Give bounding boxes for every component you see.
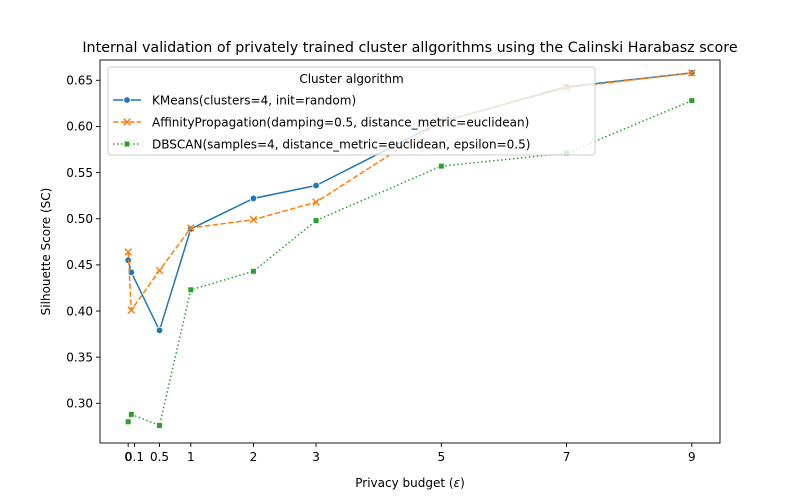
data-point (312, 217, 320, 224)
data-point (155, 266, 164, 275)
y-tick-label: 0.55 (66, 166, 93, 180)
legend-marker (123, 118, 131, 126)
y-tick-label: 0.65 (66, 74, 93, 88)
data-point (249, 215, 258, 224)
data-point (688, 97, 695, 104)
data-point (187, 286, 194, 293)
x-tick-label: 2 (250, 450, 258, 464)
x-tick-label: 0 (124, 450, 132, 464)
x-axis-label-symbol: ε (454, 476, 461, 490)
axes-frame (99, 59, 721, 444)
data-point (124, 248, 133, 256)
y-axis: 0.30 0.35 0.40 0.45 0.50 0.55 0.60 0.65 (66, 74, 100, 411)
x-tick-label: 9 (688, 450, 696, 464)
x-tick-label: 1 (187, 450, 195, 464)
legend: Cluster algorithm KMeans(clusters=4, init… (107, 66, 596, 156)
x-tick-label: 3 (312, 450, 320, 464)
legend-marker (123, 140, 131, 148)
y-axis-label: Silhouette Score (SC) (39, 188, 53, 316)
x-tick-label: 5 (437, 450, 445, 464)
x-tick-label: 7 (563, 450, 571, 464)
data-point (249, 194, 258, 203)
chart-title: Internal validation of privately trained… (82, 40, 738, 56)
legend-title: Cluster algorithm (299, 72, 403, 86)
y-tick-label: 0.40 (66, 304, 93, 318)
y-tick-label: 0.35 (66, 350, 93, 364)
data-point (186, 224, 195, 232)
legend-label: KMeans(clusters=4, init=random) (152, 93, 356, 107)
y-tick-label: 0.60 (66, 120, 93, 134)
x-tick-label: 0.1 (125, 450, 144, 464)
legend-item: KMeans(clusters=4, init=random) (113, 93, 356, 107)
data-point (127, 306, 136, 314)
legend-item: DBSCAN(samples=4, distance_metric=euclid… (113, 137, 530, 151)
data-point (687, 69, 696, 77)
data-point (156, 422, 163, 429)
x-axis-label-text: Privacy budget ( (355, 476, 453, 490)
data-point (438, 163, 445, 170)
x-axis-label-close: ) (460, 476, 465, 490)
y-tick-label: 0.30 (66, 397, 93, 411)
legend-label: DBSCAN(samples=4, distance_metric=euclid… (152, 137, 530, 151)
data-point (128, 411, 135, 418)
y-tick-label: 0.45 (66, 258, 93, 272)
x-axis: 00.1 0.5 1 2 3 5 7 9 (124, 443, 696, 464)
x-axis-label: Privacy budget (ε) (355, 476, 465, 490)
data-point (155, 326, 164, 335)
legend-marker (123, 96, 131, 104)
legend-box (107, 66, 596, 156)
data-point (312, 198, 320, 206)
data-point (125, 418, 132, 425)
y-tick-label: 0.50 (66, 212, 93, 226)
data-point (250, 268, 257, 275)
legend-label: AffinityPropagation(damping=0.5, distanc… (152, 115, 529, 129)
x-tick-label: 0.5 (150, 450, 169, 464)
legend-item: AffinityPropagation(damping=0.5, distanc… (113, 115, 529, 129)
data-point (312, 181, 320, 190)
